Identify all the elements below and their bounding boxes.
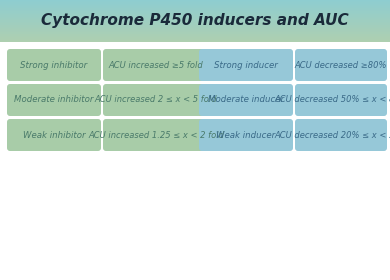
Bar xyxy=(0,8,390,9)
Bar xyxy=(0,21,390,22)
Bar xyxy=(0,18,390,19)
Bar xyxy=(0,33,390,34)
Bar xyxy=(0,3,390,4)
Bar xyxy=(0,34,390,35)
Bar xyxy=(0,32,390,33)
Text: ACU decreased ≥80%: ACU decreased ≥80% xyxy=(295,60,387,69)
Text: ACU decreased 20% ≤ x < 50%: ACU decreased 20% ≤ x < 50% xyxy=(274,130,390,139)
Bar xyxy=(0,35,390,36)
Bar xyxy=(0,29,390,30)
Text: ACU increased ≥5 fold: ACU increased ≥5 fold xyxy=(109,60,203,69)
FancyBboxPatch shape xyxy=(199,49,293,81)
Bar xyxy=(0,31,390,32)
Bar xyxy=(0,22,390,23)
FancyBboxPatch shape xyxy=(103,49,209,81)
Bar xyxy=(0,7,390,8)
Bar xyxy=(0,6,390,7)
Bar xyxy=(0,37,390,38)
Bar xyxy=(0,25,390,26)
Bar xyxy=(0,12,390,13)
Text: ACU increased 2 ≤ x < 5 fold: ACU increased 2 ≤ x < 5 fold xyxy=(95,95,217,104)
Bar xyxy=(0,23,390,24)
Bar xyxy=(0,14,390,15)
FancyBboxPatch shape xyxy=(295,84,387,116)
Bar xyxy=(0,40,390,41)
Bar xyxy=(0,13,390,14)
Bar xyxy=(0,38,390,39)
Text: ACU increased 1.25 ≤ x < 2 fold: ACU increased 1.25 ≤ x < 2 fold xyxy=(88,130,224,139)
FancyBboxPatch shape xyxy=(295,119,387,151)
Text: Moderate inhibitor: Moderate inhibitor xyxy=(14,95,94,104)
FancyBboxPatch shape xyxy=(103,119,209,151)
Bar xyxy=(0,28,390,29)
Bar xyxy=(0,30,390,31)
Bar xyxy=(0,0,390,1)
FancyBboxPatch shape xyxy=(295,49,387,81)
Text: Strong inhibitor: Strong inhibitor xyxy=(20,60,88,69)
Text: Moderate inducer: Moderate inducer xyxy=(208,95,284,104)
FancyBboxPatch shape xyxy=(199,84,293,116)
Bar xyxy=(0,17,390,18)
Bar xyxy=(0,36,390,37)
Bar xyxy=(0,27,390,28)
Bar xyxy=(0,4,390,5)
Text: Cytochrome P450 inducers and AUC: Cytochrome P450 inducers and AUC xyxy=(41,13,349,29)
Bar xyxy=(0,10,390,11)
Bar xyxy=(0,15,390,16)
Bar xyxy=(0,19,390,20)
FancyBboxPatch shape xyxy=(7,84,101,116)
Bar xyxy=(0,1,390,2)
Bar xyxy=(0,39,390,40)
Text: Weak inducer: Weak inducer xyxy=(216,130,276,139)
Bar xyxy=(0,20,390,21)
Bar xyxy=(0,2,390,3)
FancyBboxPatch shape xyxy=(7,119,101,151)
Bar xyxy=(0,9,390,10)
Text: Strong inducer: Strong inducer xyxy=(214,60,278,69)
Bar xyxy=(0,5,390,6)
FancyBboxPatch shape xyxy=(7,49,101,81)
Bar xyxy=(0,11,390,12)
Bar xyxy=(0,24,390,25)
Bar xyxy=(0,16,390,17)
Text: ACU decreased 50% ≤ x < 80%: ACU decreased 50% ≤ x < 80% xyxy=(274,95,390,104)
FancyBboxPatch shape xyxy=(103,84,209,116)
Bar xyxy=(0,41,390,42)
FancyBboxPatch shape xyxy=(199,119,293,151)
Bar xyxy=(0,26,390,27)
Text: Weak inhibitor: Weak inhibitor xyxy=(23,130,85,139)
